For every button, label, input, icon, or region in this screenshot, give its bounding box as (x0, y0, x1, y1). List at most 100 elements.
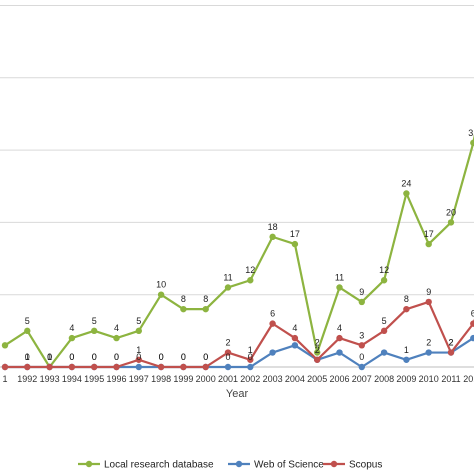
legend-marker (235, 460, 243, 468)
data-point (358, 342, 365, 349)
x-tick-label: 1995 (84, 374, 104, 384)
data-label: 2 (448, 338, 453, 348)
legend-label: Scopus (349, 460, 382, 471)
series-line (4, 134, 474, 369)
data-label: 1 (404, 345, 409, 355)
data-point (291, 240, 299, 248)
data-label: 11 (223, 272, 232, 282)
data-label: 1 (25, 352, 30, 362)
data-point (135, 363, 142, 371)
data-point (68, 334, 76, 342)
data-point (470, 334, 474, 342)
x-tick-label: 2008 (374, 374, 394, 384)
data-label: 12 (379, 265, 389, 275)
data-label: 4 (69, 323, 74, 333)
data-label: 8 (181, 294, 186, 304)
x-tick-label: 2007 (352, 374, 372, 384)
x-tick-label: 1 (2, 374, 7, 384)
data-label: 10 (156, 280, 166, 290)
data-point (425, 349, 432, 356)
data-point (1, 363, 9, 371)
data-label: 2 (315, 345, 320, 355)
x-tick-label: 1996 (106, 374, 126, 384)
data-label: 0 (92, 352, 97, 362)
data-label: 0 (114, 352, 119, 362)
data-point (180, 305, 187, 313)
x-tick-label: 1997 (129, 374, 149, 384)
x-tick-label: 2003 (263, 374, 283, 384)
data-point (358, 298, 365, 306)
x-tick-label: 1992 (17, 374, 37, 384)
data-label: 9 (426, 287, 431, 297)
series-lines (1, 134, 474, 371)
data-point (403, 356, 410, 363)
data-label: 0 (181, 352, 186, 362)
data-label: 0 (203, 352, 208, 362)
x-tick-label: 1993 (40, 374, 60, 384)
data-point (447, 219, 455, 226)
data-point (403, 305, 410, 313)
data-label: 0 (159, 352, 164, 362)
data-point (247, 363, 254, 371)
legend-label: Web of Science (254, 460, 324, 471)
data-point (470, 139, 474, 147)
data-label: 5 (382, 316, 387, 326)
data-point (247, 277, 254, 284)
data-label: 5 (25, 316, 30, 326)
data-labels: 504545108811121817211912241720314(000000… (25, 128, 474, 362)
data-label: 6 (270, 309, 275, 319)
data-label: 0 (159, 352, 164, 362)
data-point (314, 356, 321, 363)
data-label: 1 (47, 352, 52, 362)
x-tick-labels: 1 1992 1993 1994 1995 1996 1997 1998 1999 2000 200… (2, 374, 474, 384)
data-label: 2 (225, 338, 230, 348)
data-label: 18 (268, 222, 278, 232)
data-point (447, 349, 455, 356)
data-label: 0 (69, 352, 74, 362)
data-point (336, 284, 343, 291)
data-label: 0 (136, 352, 141, 362)
x-tick-label: 2005 (307, 374, 327, 384)
data-label: 2 (426, 338, 431, 348)
data-label: 3 (359, 330, 364, 340)
data-point (470, 320, 474, 327)
data-label: 0 (114, 352, 119, 362)
data-label: 11 (335, 272, 344, 282)
data-point (291, 342, 299, 349)
data-label: 0 (47, 352, 52, 362)
data-label: 0 (47, 352, 52, 362)
data-point (314, 349, 321, 356)
legend-marker (330, 460, 338, 468)
data-point (157, 363, 165, 371)
data-label: 1 (248, 345, 253, 355)
x-tick-label: 1998 (151, 374, 171, 384)
data-point (68, 363, 76, 371)
data-point (224, 349, 232, 356)
x-tick-label: 2002 (240, 374, 260, 384)
x-tick-label: 2010 (419, 374, 439, 384)
data-label: 0 (92, 352, 97, 362)
data-label: 0 (203, 352, 208, 362)
legend-marker (85, 460, 93, 468)
x-tick-label: 2009 (396, 374, 416, 384)
data-point (380, 327, 388, 335)
data-point (135, 356, 142, 363)
legend: Local research database Web of Science Sco… (78, 460, 382, 471)
data-point (358, 363, 365, 371)
data-label: 6 (471, 309, 474, 319)
legend-item: Web of Science (228, 460, 324, 471)
data-point (135, 327, 142, 335)
data-point (224, 284, 232, 291)
data-label: 0 (359, 352, 364, 362)
data-label: 17 (290, 229, 300, 239)
legend-item: Local research database (78, 460, 214, 471)
data-label: 24 (401, 178, 411, 188)
legend-label: Local research database (104, 460, 214, 471)
data-label: 4 (337, 323, 342, 333)
data-label: 9 (359, 287, 364, 297)
data-label: 8 (203, 294, 208, 304)
data-label: 0 (25, 352, 30, 362)
data-label: 12 (245, 265, 255, 275)
